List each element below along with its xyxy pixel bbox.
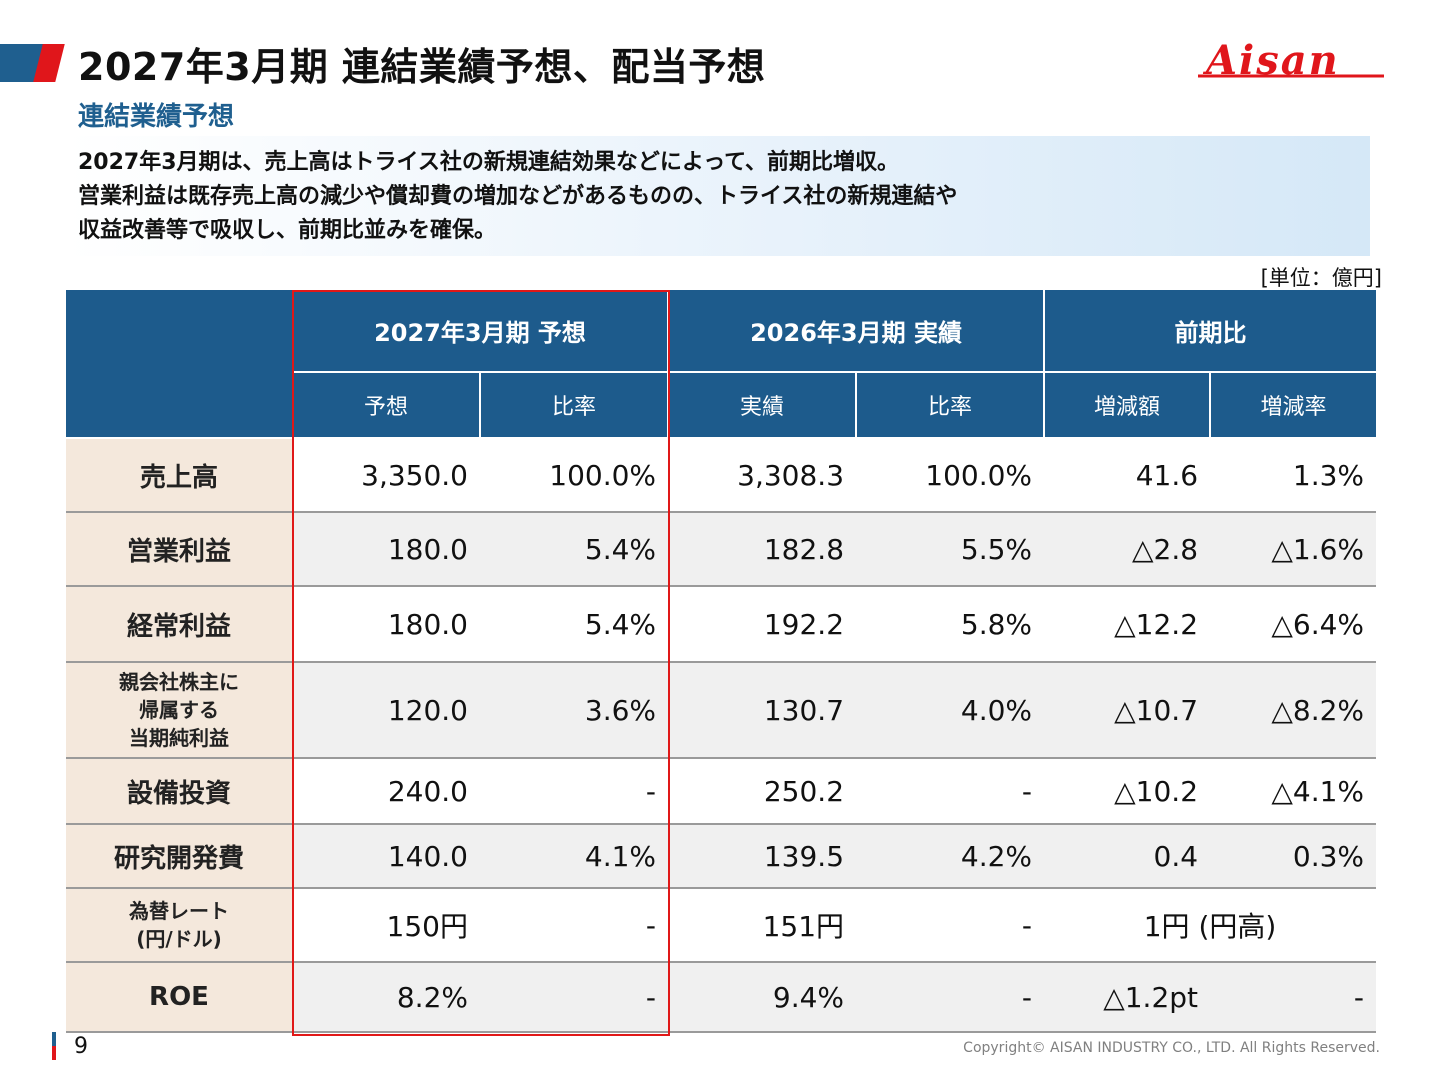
page-number: 9 bbox=[74, 1034, 88, 1059]
aisan-logo: Aisan bbox=[1198, 37, 1384, 84]
row-label-line: 親会社株主に bbox=[119, 670, 239, 694]
row-label-line: 帰属する bbox=[139, 698, 219, 722]
subheader-change-rate: 増減率 bbox=[1210, 372, 1377, 439]
row-label-operating-profit: 営業利益 bbox=[66, 512, 292, 587]
forecast-ratio: - bbox=[480, 962, 669, 1033]
change-rate: 0.3% bbox=[1210, 824, 1377, 889]
actual-value: 182.8 bbox=[668, 512, 857, 587]
row-label-line: 当期純利益 bbox=[129, 726, 229, 750]
forecast-ratio: 100.0% bbox=[480, 438, 669, 513]
summary-line: 2027年3月期は、売上高はトライス社の新規連結効果などによって、前期比増収。 bbox=[78, 150, 900, 175]
page-title: 2027年3月期 連結業績予想、配当予想 bbox=[78, 45, 766, 89]
summary-box: 2027年3月期は、売上高はトライス社の新規連結効果などによって、前期比増収。 … bbox=[66, 136, 1370, 256]
change-amount: 41.6 bbox=[1044, 438, 1211, 513]
table-row: 営業利益 180.0 5.4% 182.8 5.5% △2.8 △1.6% bbox=[66, 512, 1377, 587]
forecast-table: 2027年3月期 予想 2026年3月期 実績 前期比 予想 比率 実績 比率 … bbox=[66, 290, 1377, 1033]
actual-value: 3,308.3 bbox=[668, 438, 857, 513]
forecast-ratio: - bbox=[480, 758, 669, 825]
summary-line: 収益改善等で吸収し、前期比並みを確保。 bbox=[78, 218, 497, 243]
row-label-exchange-rate: 為替レート (円/ドル) bbox=[66, 888, 292, 963]
table-row: 経常利益 180.0 5.4% 192.2 5.8% △12.2 △6.4% bbox=[66, 586, 1377, 663]
row-label-capex: 設備投資 bbox=[66, 758, 292, 825]
forecast-value: 240.0 bbox=[292, 758, 480, 825]
row-label-sales: 売上高 bbox=[66, 438, 292, 513]
row-label-line: (円/ドル) bbox=[136, 927, 222, 951]
actual-ratio: 4.0% bbox=[856, 662, 1045, 759]
table-row: 為替レート (円/ドル) 150円 - 151円 - 1円 (円高) bbox=[66, 888, 1377, 963]
change-rate: △6.4% bbox=[1210, 586, 1377, 663]
change-rate: △8.2% bbox=[1210, 662, 1377, 759]
actual-value: 130.7 bbox=[668, 662, 857, 759]
forecast-ratio: - bbox=[480, 888, 669, 963]
unit-note: [単位：億円] bbox=[1260, 266, 1382, 290]
actual-value: 250.2 bbox=[668, 758, 857, 825]
actual-ratio: 100.0% bbox=[856, 438, 1045, 513]
row-label-ordinary-profit: 経常利益 bbox=[66, 586, 292, 663]
group-header-actual: 2026年3月期 実績 bbox=[668, 290, 1046, 373]
actual-ratio: - bbox=[856, 962, 1045, 1033]
row-label-line: ROE bbox=[149, 982, 209, 1012]
subheader-actual: 実績 bbox=[668, 372, 858, 439]
row-label-net-income: 親会社株主に 帰属する 当期純利益 bbox=[66, 662, 292, 759]
subheader-forecast: 予想 bbox=[292, 372, 481, 439]
forecast-ratio: 3.6% bbox=[480, 662, 669, 759]
forecast-value: 150円 bbox=[292, 888, 480, 963]
table-row: ROE 8.2% - 9.4% - △1.2pt - bbox=[66, 962, 1377, 1033]
table-row: 売上高 3,350.0 100.0% 3,308.3 100.0% 41.6 1… bbox=[66, 438, 1377, 513]
corner-header bbox=[66, 290, 293, 439]
table-row: 設備投資 240.0 - 250.2 - △10.2 △4.1% bbox=[66, 758, 1377, 825]
change-amount: △10.7 bbox=[1044, 662, 1211, 759]
forecast-ratio: 5.4% bbox=[480, 512, 669, 587]
row-label-line: 営業利益 bbox=[126, 536, 231, 567]
group-header-forecast: 2027年3月期 予想 bbox=[292, 290, 670, 373]
change-rate: - bbox=[1210, 962, 1377, 1033]
group-header-row: 2027年3月期 予想 2026年3月期 実績 前期比 bbox=[66, 290, 1377, 439]
actual-value: 139.5 bbox=[668, 824, 857, 889]
actual-value: 151円 bbox=[668, 888, 857, 963]
change-amount: △2.8 bbox=[1044, 512, 1211, 587]
row-label-line: 経常利益 bbox=[126, 611, 231, 642]
row-label-line: 売上高 bbox=[139, 462, 218, 493]
actual-value: 9.4% bbox=[668, 962, 857, 1033]
change-rate: 1.3% bbox=[1210, 438, 1377, 513]
subheader-ratio: 比率 bbox=[856, 372, 1046, 439]
change-amount: △1.2pt bbox=[1044, 962, 1211, 1033]
row-label-line: 為替レート bbox=[129, 899, 229, 923]
subheader-ratio: 比率 bbox=[480, 372, 670, 439]
actual-ratio: 5.5% bbox=[856, 512, 1045, 587]
subheader-change-amount: 増減額 bbox=[1044, 372, 1212, 439]
forecast-value: 140.0 bbox=[292, 824, 480, 889]
table-row: 研究開発費 140.0 4.1% 139.5 4.2% 0.4 0.3% bbox=[66, 824, 1377, 889]
row-label-roe: ROE bbox=[66, 962, 292, 1033]
row-label-line: 研究開発費 bbox=[113, 843, 244, 874]
forecast-value: 180.0 bbox=[292, 586, 480, 663]
change-amount: △12.2 bbox=[1044, 586, 1211, 663]
actual-ratio: 5.8% bbox=[856, 586, 1045, 663]
change-amount: △10.2 bbox=[1044, 758, 1211, 825]
table-row: 親会社株主に 帰属する 当期純利益 120.0 3.6% 130.7 4.0% … bbox=[66, 662, 1377, 759]
section-title: 連結業績予想 bbox=[78, 102, 235, 132]
actual-ratio: - bbox=[856, 758, 1045, 825]
actual-ratio: - bbox=[856, 888, 1045, 963]
summary-line: 営業利益は既存売上高の減少や償却費の増加などがあるものの、トライス社の新規連結や bbox=[78, 184, 958, 209]
actual-value: 192.2 bbox=[668, 586, 857, 663]
forecast-value: 3,350.0 bbox=[292, 438, 480, 513]
page-number-marker bbox=[52, 1032, 56, 1060]
forecast-value: 8.2% bbox=[292, 962, 480, 1033]
copyright-notice: Copyright© AISAN INDUSTRY CO., LTD. All … bbox=[963, 1040, 1380, 1056]
forecast-value: 120.0 bbox=[292, 662, 480, 759]
group-header-yoy: 前期比 bbox=[1044, 290, 1377, 373]
change-rate: △4.1% bbox=[1210, 758, 1377, 825]
row-label-line: 設備投資 bbox=[126, 778, 231, 809]
forecast-ratio: 5.4% bbox=[480, 586, 669, 663]
actual-ratio: 4.2% bbox=[856, 824, 1045, 889]
change-rate: △1.6% bbox=[1210, 512, 1377, 587]
forecast-ratio: 4.1% bbox=[480, 824, 669, 889]
change-merged: 1円 (円高) bbox=[1044, 888, 1377, 963]
forecast-value: 180.0 bbox=[292, 512, 480, 587]
subheader-row: 予想 比率 実績 比率 増減額 増減率 bbox=[66, 372, 1377, 439]
change-amount: 0.4 bbox=[1044, 824, 1211, 889]
row-label-rnd: 研究開発費 bbox=[66, 824, 292, 889]
